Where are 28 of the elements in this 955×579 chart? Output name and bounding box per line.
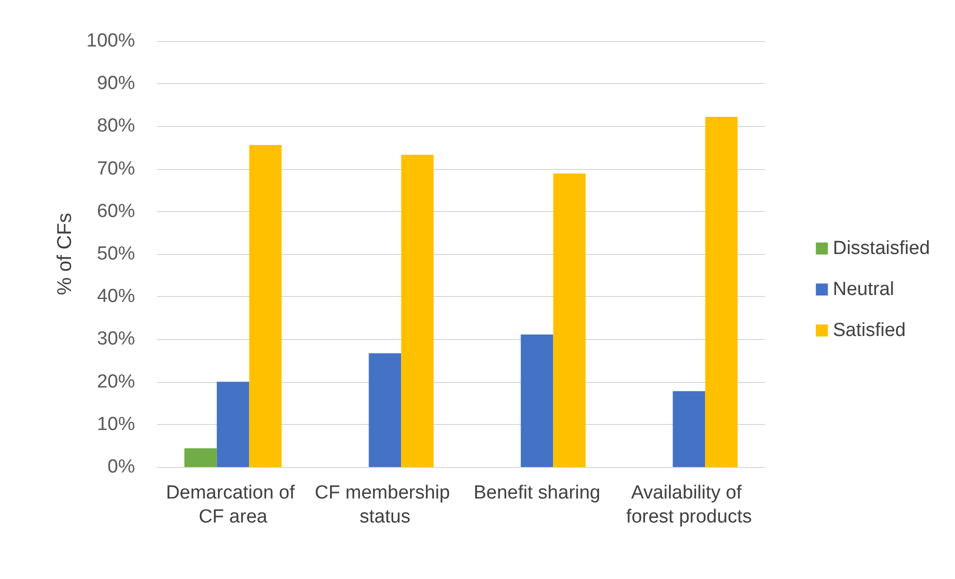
y-tick-label: 10% [96,414,136,435]
y-tick-label: 100% [86,30,136,52]
bar [520,334,554,467]
legend-label: Disstaisfied [832,238,930,259]
legend-label: Neutral [832,279,894,300]
bar [249,144,282,467]
x-tick-label: CF membership status [314,482,456,528]
y-axis-title: % of CFs [54,212,76,296]
x-tick-label: Benefit sharing [474,482,600,504]
y-tick-label: 60% [96,200,136,222]
bar [216,382,250,467]
x-tick-label: Demarcation of CF area [166,482,300,528]
y-tick-label: 50% [96,244,136,264]
bar [184,448,217,467]
y-tick-label: 30% [96,328,136,350]
x-tick-label: Availability of forest products [626,482,752,528]
bar [705,116,738,467]
bar [368,353,402,467]
legend-label: Satisfied [832,320,906,341]
y-tick-label: 20% [96,371,136,392]
y-tick-label: 0% [108,456,136,478]
y-tick-label: 70% [96,158,136,180]
bar [401,154,434,467]
y-tick-label: 80% [96,116,136,137]
bar [672,391,706,467]
y-tick-label: 90% [96,73,136,94]
bar [553,173,586,467]
y-tick-label: 40% [96,286,136,308]
